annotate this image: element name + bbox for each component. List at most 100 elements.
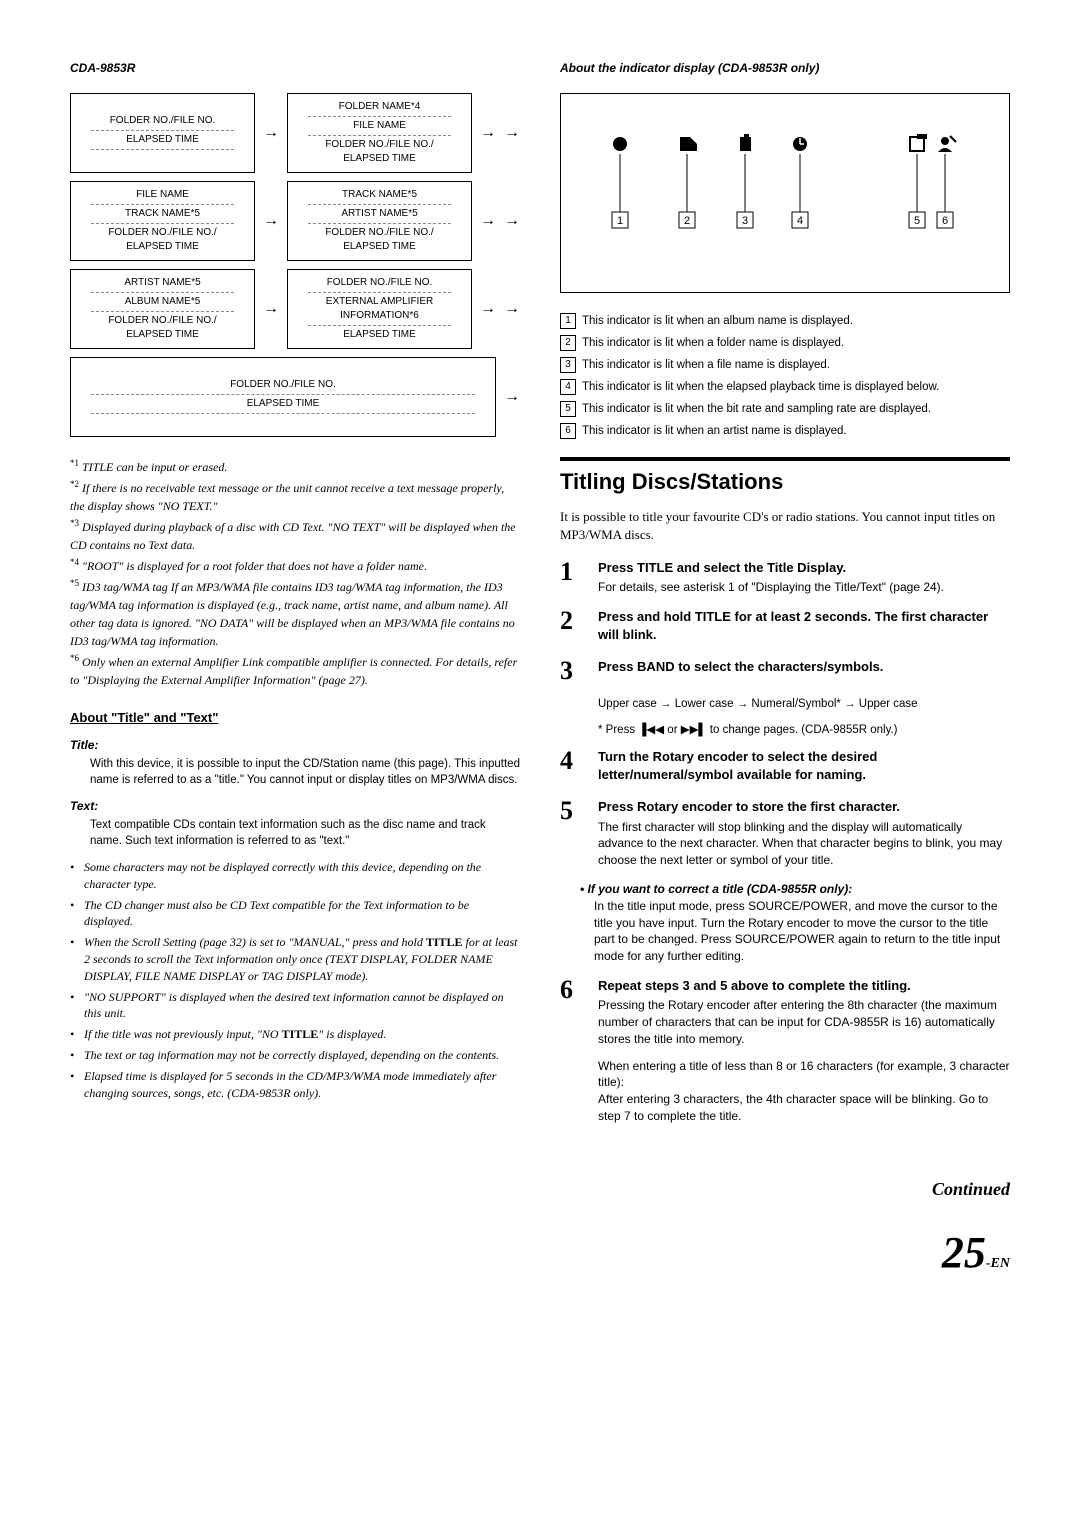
page-number: 25-EN [70, 1222, 1010, 1284]
title-desc: With this device, it is possible to inpu… [90, 756, 520, 788]
correct-heading: • If you want to correct a title (CDA-98… [580, 881, 1010, 898]
legend-num: 5 [560, 401, 576, 417]
footnote: *6 Only when an external Amplifier Link … [70, 652, 520, 689]
svg-text:5: 5 [914, 215, 920, 227]
step-body: Repeat steps 3 and 5 above to complete t… [598, 977, 1010, 1125]
step-title-pre: Turn the [598, 749, 653, 764]
step-title-post: to store the first character. [732, 799, 900, 814]
footnotes: *1 TITLE can be input or erased. *2 If th… [70, 457, 520, 689]
svg-text:4: 4 [797, 215, 803, 227]
flow-diagram: FOLDER NO./FILE NO.ELAPSED TIME → FOLDER N… [70, 93, 520, 437]
flow-box: FOLDER NAME*4FILE NAMEFOLDER NO./FILE NO… [287, 93, 472, 173]
about-heading: About "Title" and "Text" [70, 709, 520, 727]
section-title: Titling Discs/Stations [560, 467, 1010, 498]
step-num: 2 [560, 608, 584, 646]
step3-sub1: Upper case → Lower case → Numeral/Symbol… [598, 696, 1010, 712]
legend-num: 2 [560, 335, 576, 351]
bullet-item: "NO SUPPORT" is displayed when the desir… [70, 989, 520, 1023]
flow-box: ARTIST NAME*5ALBUM NAME*5FOLDER NO./FILE… [70, 269, 255, 349]
page-footer: Continued 25-EN [70, 1177, 1010, 1284]
bullet-item: Elapsed time is displayed for 5 seconds … [70, 1068, 520, 1102]
flow-box: FILE NAMETRACK NAME*5FOLDER NO./FILE NO.… [70, 181, 255, 261]
bullet-item: The CD changer must also be CD Text comp… [70, 897, 520, 931]
step3-sub2-post: to change pages. (CDA-9855R only.) [710, 724, 898, 736]
svg-text:3: 3 [742, 215, 748, 227]
flow-box: FOLDER NO./FILE NO.ELAPSED TIME [70, 93, 255, 173]
step-body: Turn the Rotary encoder to select the de… [598, 748, 1010, 786]
arrow-icon: → [504, 298, 520, 320]
step-4: 4 Turn the Rotary encoder to select the … [560, 748, 1010, 786]
correct-body: In the title input mode, press SOURCE/PO… [594, 898, 1010, 965]
step-cmd: Rotary encoder [637, 799, 732, 814]
step: 2 Press and hold TITLE for at least 2 sec… [560, 608, 1010, 646]
right-column: About the indicator display (CDA-9853R o… [560, 60, 1010, 1137]
step-num: 5 [560, 798, 584, 869]
step-desc2: When entering a title of less than 8 or … [598, 1058, 1010, 1125]
footnote: *1 TITLE can be input or erased. [70, 457, 520, 476]
bullet-item: If the title was not previously input, "… [70, 1026, 520, 1043]
page-num-value: 25 [942, 1228, 986, 1277]
step: 1 Press TITLE and select the Title Displa… [560, 559, 1010, 596]
arrow-icon: → [263, 210, 279, 232]
legend-num: 1 [560, 313, 576, 329]
step-desc: Pressing the Rotary encoder after enteri… [598, 997, 1010, 1047]
right-header: About the indicator display (CDA-9853R o… [560, 60, 1010, 77]
step-cmd: Rotary encoder [653, 749, 748, 764]
flow-box: FOLDER NO./FILE NO.EXTERNAL AMPLIFIERINF… [287, 269, 472, 349]
footnote: *5 ID3 tag/WMA tag If an MP3/WMA file co… [70, 577, 520, 650]
text-desc: Text compatible CDs contain text informa… [90, 817, 520, 849]
notes-bullets: Some characters may not be displayed cor… [70, 859, 520, 1101]
arrow-icon: → [504, 210, 520, 232]
arrow-icon: → [263, 298, 279, 320]
legend-text: This indicator is lit when the bit rate … [582, 401, 931, 417]
indicator-diagram: 1 2 3 4 5 6 [560, 93, 1010, 293]
step-body: Press TITLE and select the Title Display… [598, 559, 1010, 596]
arrow-icon: → [480, 122, 496, 144]
step-title: Repeat steps 3 and 5 above to complete t… [598, 977, 1010, 995]
legend-text: This indicator is lit when a file name i… [582, 357, 830, 373]
legend-item: 3 This indicator is lit when a file name … [560, 357, 1010, 373]
continued-label: Continued [70, 1177, 1010, 1202]
bullet-item: Some characters may not be displayed cor… [70, 859, 520, 893]
step3-sub2: * Press ▐◀◀ or ▶▶▌ to change pages. (CDA… [598, 722, 1010, 738]
step-body: Press and hold TITLE for at least 2 seco… [598, 608, 1010, 646]
indicator-svg: 1 2 3 4 5 6 [581, 124, 989, 274]
legend-item: 5 This indicator is lit when the bit rate… [560, 401, 1010, 417]
flow-box: FOLDER NO./FILE NO.ELAPSED TIME [70, 357, 496, 437]
bullet-item: When the Scroll Setting (page 32) is set… [70, 934, 520, 984]
page-columns: CDA-9853R FOLDER NO./FILE NO.ELAPSED TIM… [70, 60, 1010, 1137]
legend-item: 4 This indicator is lit when the elapsed … [560, 379, 1010, 395]
footnote: *3 Displayed during playback of a disc w… [70, 517, 520, 554]
page-num-suffix: -EN [986, 1256, 1010, 1271]
legend-num: 6 [560, 423, 576, 439]
section-rule [560, 457, 1010, 461]
arrow-icon: → [504, 122, 520, 144]
left-column: CDA-9853R FOLDER NO./FILE NO.ELAPSED TIM… [70, 60, 520, 1137]
indicator-legend: 1 This indicator is lit when an album nam… [560, 313, 1010, 440]
legend-item: 2This indicator is lit when a folder nam… [560, 335, 1010, 351]
step-num: 3 [560, 658, 584, 684]
svg-text:2: 2 [684, 215, 690, 227]
step-desc: The first character will stop blinking a… [598, 819, 1010, 869]
step-title-pre: Press [598, 799, 637, 814]
arrow-icon: → [480, 210, 496, 232]
legend-text: This indicator is lit when an album name… [582, 313, 853, 329]
legend-num: 3 [560, 357, 576, 373]
flow-box: TRACK NAME*5ARTIST NAME*5FOLDER NO./FILE… [287, 181, 472, 261]
title-subhead: Title: [70, 737, 520, 754]
footnote: *4 "ROOT" is displayed for a root folder… [70, 556, 520, 575]
legend-text: This indicator is lit when an artist nam… [582, 423, 847, 439]
svg-text:6: 6 [942, 215, 948, 227]
footnote: *2 If there is no receivable text messag… [70, 478, 520, 515]
legend-num: 4 [560, 379, 576, 395]
arrow-icon: → [263, 122, 279, 144]
arrow-icon: → [504, 386, 520, 408]
step-num: 1 [560, 559, 584, 596]
steps-list: 1 Press TITLE and select the Title Displa… [560, 559, 1010, 684]
text-subhead: Text: [70, 798, 520, 815]
step3-sub2-pre: * Press [598, 724, 638, 736]
legend-text: This indicator is lit when the elapsed p… [582, 379, 939, 395]
step-num: 6 [560, 977, 584, 1125]
step-5: 5 Press Rotary encoder to store the firs… [560, 798, 1010, 869]
step-body: Press Rotary encoder to store the first … [598, 798, 1010, 869]
